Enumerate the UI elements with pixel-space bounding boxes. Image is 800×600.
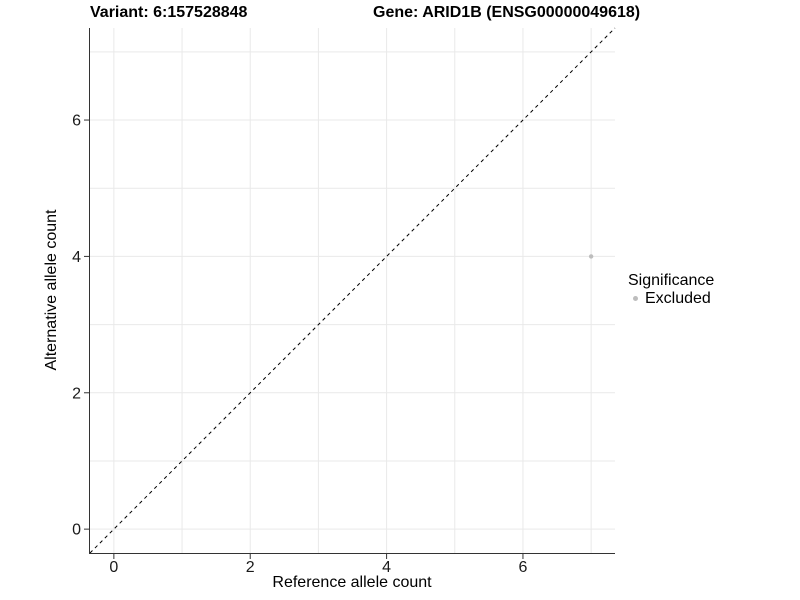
plot-title-gene: Gene: ARID1B (ENSG00000049618) <box>373 4 641 21</box>
y-tick-label: 2 <box>72 385 81 402</box>
y-tick-label: 4 <box>72 249 81 266</box>
legend-title: Significance <box>628 272 715 289</box>
x-tick-label: 2 <box>246 559 255 576</box>
y-tick-label: 0 <box>72 522 81 539</box>
x-axis-title: Reference allele count <box>272 574 432 591</box>
y-axis-title: Alternative allele count <box>43 209 60 371</box>
plot-title-variant: Variant: 6:157528848 <box>90 4 248 21</box>
legend-item-excluded: Excluded <box>628 290 714 307</box>
x-tick-label: 6 <box>519 559 528 576</box>
legend: Significance Excluded <box>628 272 714 307</box>
legend-point-icon <box>633 296 638 301</box>
x-tick-label: 4 <box>382 559 391 576</box>
y-tick-label: 6 <box>72 113 81 130</box>
legend-key <box>628 291 643 306</box>
identity-reference-line <box>89 27 616 554</box>
legend-item-label: Excluded <box>645 289 711 307</box>
x-tick-label: 0 <box>109 559 118 576</box>
data-point <box>588 254 594 259</box>
